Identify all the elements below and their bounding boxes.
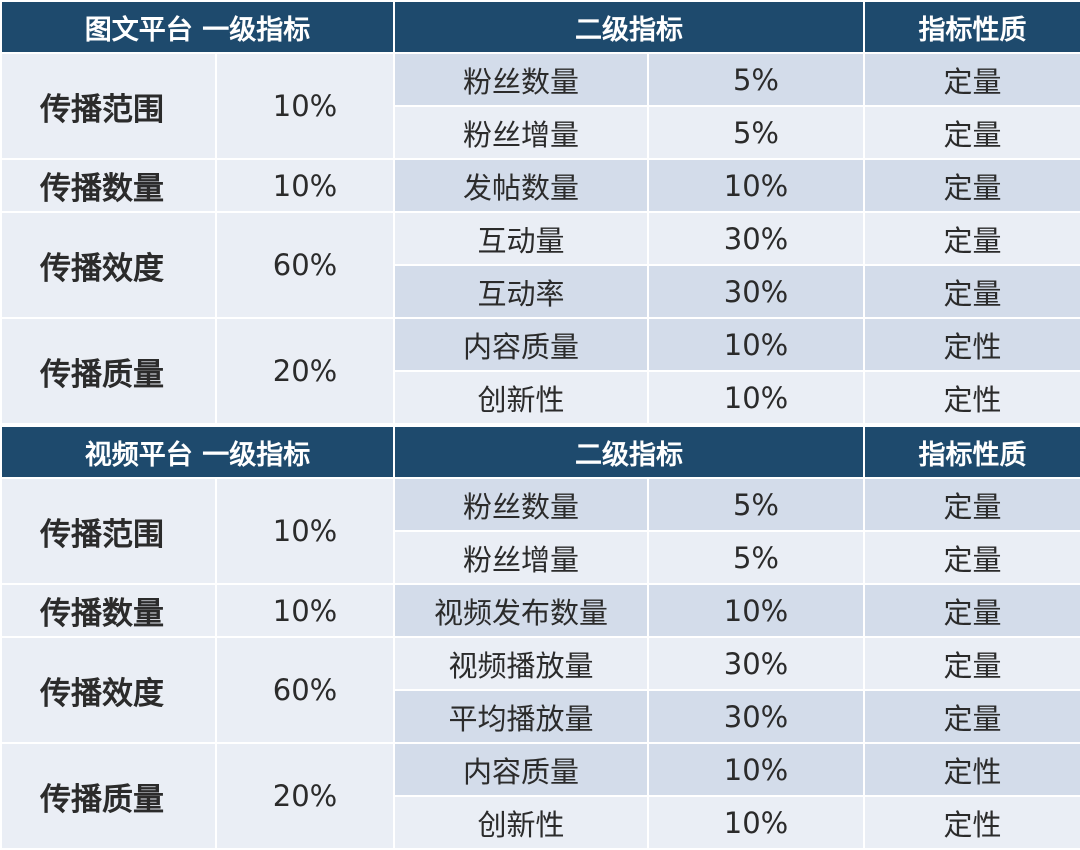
indicator-nature: 定量 [863, 52, 1080, 107]
primary-indicator-weight: 60% [215, 211, 395, 319]
secondary-indicator-name: 创新性 [393, 370, 649, 425]
table-row: 粉丝增量 5% 定量 [1, 530, 1080, 585]
secondary-indicator-header: 二级指标 [393, 425, 865, 479]
secondary-indicator-weight: 10% [647, 583, 865, 638]
table-row: 传播效度 60% 互动量 30% 定量 [0, 211, 1080, 319]
header-row: 视频平台 一级指标 二级指标 指标性质 [0, 425, 1080, 479]
secondary-indicator-weight: 5% [647, 105, 865, 160]
secondary-indicator-name: 内容质量 [393, 742, 649, 797]
secondary-indicator-weight: 30% [647, 211, 865, 266]
primary-indicator-name: 传播范围 [0, 477, 217, 585]
table-row: 传播数量 10% 发帖数量 10% 定量 [0, 158, 1080, 213]
indicator-nature: 定量 [863, 158, 1080, 213]
primary-indicator-weight: 20% [215, 742, 395, 850]
table-row: 传播质量 20% 内容质量 10% 定性 [0, 742, 1080, 850]
secondary-indicator-weight: 5% [647, 530, 865, 585]
indicator-nature-header: 指标性质 [863, 0, 1080, 54]
primary-indicator-header: 视频平台 一级指标 [0, 425, 395, 479]
secondary-indicator-weight: 5% [647, 477, 865, 532]
indicator-nature: 定量 [863, 105, 1080, 160]
secondary-indicator-name: 平均播放量 [393, 689, 649, 744]
secondary-indicator-weight: 30% [647, 264, 865, 319]
primary-indicator-name: 传播质量 [0, 317, 217, 425]
primary-indicator-name: 传播效度 [0, 636, 217, 744]
indicator-nature: 定性 [863, 317, 1080, 372]
table-row: 传播范围 10% 粉丝数量 5% 定量 [0, 52, 1080, 160]
secondary-indicator-name: 粉丝数量 [393, 52, 649, 107]
secondary-indicator-name: 发帖数量 [393, 158, 649, 213]
primary-indicator-weight: 10% [215, 583, 395, 638]
secondary-indicator-weight: 30% [647, 636, 865, 691]
secondary-indicator-name: 互动率 [393, 264, 649, 319]
secondary-indicator-name: 粉丝增量 [393, 530, 649, 585]
primary-indicator-name: 传播效度 [0, 211, 217, 319]
indicator-nature: 定量 [863, 636, 1080, 691]
indicator-nature: 定性 [863, 370, 1080, 425]
indicator-nature: 定性 [863, 742, 1080, 797]
secondary-indicator-name: 创新性 [393, 795, 649, 850]
secondary-indicator-name: 视频发布数量 [393, 583, 649, 638]
table-row: 传播效度 60% 视频播放量 30% 定量 [0, 636, 1080, 744]
indicator-nature: 定性 [863, 795, 1080, 850]
primary-indicator-name: 传播范围 [0, 52, 217, 160]
primary-indicator-weight: 10% [215, 158, 395, 213]
primary-indicator-header: 图文平台 一级指标 [0, 0, 395, 54]
secondary-indicator-name: 互动量 [393, 211, 649, 266]
primary-indicator-weight: 20% [215, 317, 395, 425]
table-row: 创新性 10% 定性 [1, 370, 1080, 425]
video-platform-table: 视频平台 一级指标 二级指标 指标性质 传播范围 10% 粉丝数量 5% 定量 粉丝增量 5% 定量… [0, 425, 1080, 850]
secondary-indicator-name: 视频播放量 [393, 636, 649, 691]
secondary-indicator-name: 内容质量 [393, 317, 649, 372]
secondary-indicator-header: 二级指标 [393, 0, 865, 54]
indicator-nature: 定量 [863, 264, 1080, 319]
graphic-platform-table: 图文平台 一级指标 二级指标 指标性质 传播范围 10% 粉丝数量 5% 定量 粉丝增量 5% 定量… [0, 0, 1080, 425]
table-row: 互动率 30% 定量 [1, 264, 1080, 319]
secondary-indicator-name: 粉丝数量 [393, 477, 649, 532]
primary-indicator-name: 传播数量 [0, 158, 217, 213]
secondary-indicator-weight: 10% [647, 370, 865, 425]
table-row: 传播范围 10% 粉丝数量 5% 定量 [0, 477, 1080, 585]
primary-indicator-weight: 10% [215, 477, 395, 585]
secondary-indicator-name: 粉丝增量 [393, 105, 649, 160]
primary-indicator-name: 传播质量 [0, 742, 217, 850]
primary-indicator-name: 传播数量 [0, 583, 217, 638]
primary-indicator-weight: 10% [215, 52, 395, 160]
indicator-nature: 定量 [863, 477, 1080, 532]
secondary-indicator-weight: 10% [647, 158, 865, 213]
secondary-indicator-weight: 30% [647, 689, 865, 744]
table-row: 粉丝增量 5% 定量 [1, 105, 1080, 160]
indicator-nature: 定量 [863, 583, 1080, 638]
table-row: 平均播放量 30% 定量 [1, 689, 1080, 744]
indicator-nature-header: 指标性质 [863, 425, 1080, 479]
secondary-indicator-weight: 10% [647, 795, 865, 850]
table-row: 传播质量 20% 内容质量 10% 定性 [0, 317, 1080, 425]
table-row: 传播数量 10% 视频发布数量 10% 定量 [0, 583, 1080, 638]
header-row: 图文平台 一级指标 二级指标 指标性质 [0, 0, 1080, 54]
indicator-nature: 定量 [863, 689, 1080, 744]
secondary-indicator-weight: 10% [647, 317, 865, 372]
indicator-nature: 定量 [863, 211, 1080, 266]
secondary-indicator-weight: 10% [647, 742, 865, 797]
primary-indicator-weight: 60% [215, 636, 395, 744]
secondary-indicator-weight: 5% [647, 52, 865, 107]
indicator-nature: 定量 [863, 530, 1080, 585]
